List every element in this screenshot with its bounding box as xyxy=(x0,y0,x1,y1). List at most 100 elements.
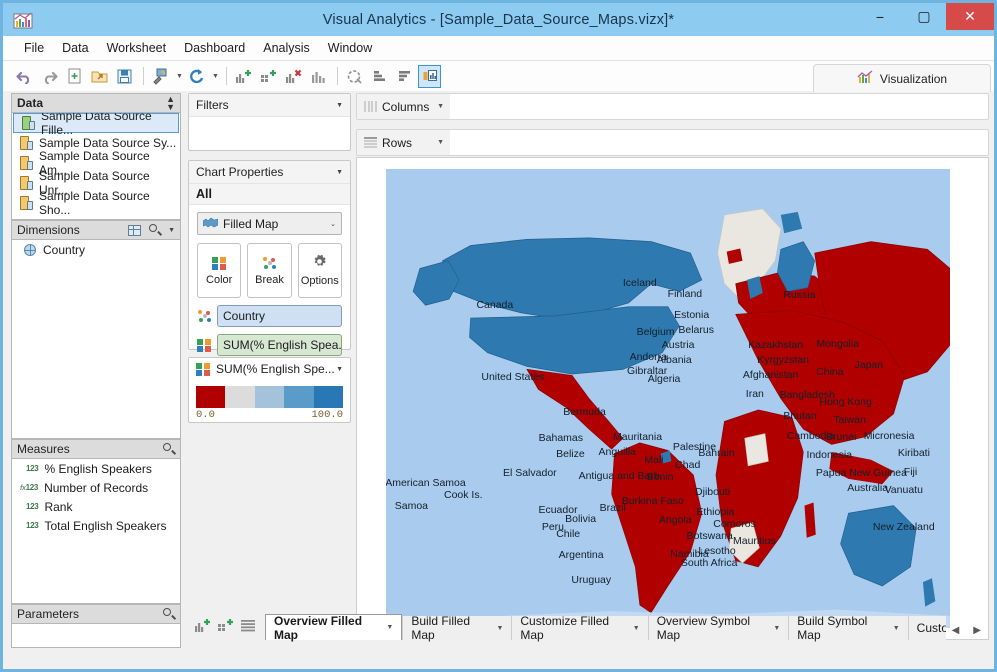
tab-next-arrow-icon[interactable]: ▶ xyxy=(973,625,981,636)
tab-label: Overview Symbol Map xyxy=(656,614,751,642)
search-icon[interactable] xyxy=(149,224,163,236)
open-folder-icon[interactable] xyxy=(88,65,111,88)
tab-scroll-controls: ◀ ▶ xyxy=(946,625,989,640)
grid-view-icon[interactable] xyxy=(128,224,142,236)
histogram-icon[interactable] xyxy=(307,65,330,88)
show-visualization-icon[interactable] xyxy=(418,64,441,88)
data-source-item-3[interactable]: Sample Data Source Unr... xyxy=(12,169,180,197)
chevron-down-icon[interactable]: ▼ xyxy=(336,101,343,109)
chevron-down-icon[interactable]: ▼ xyxy=(773,624,781,632)
data-source-item-0[interactable]: Sample Data Source Fille... xyxy=(13,113,179,137)
chevron-down-icon[interactable]: ▼ xyxy=(336,168,343,176)
data-source-label: Sample Data Source Am... xyxy=(39,149,150,177)
chart-type-select[interactable]: Filled Map ⌄ xyxy=(197,212,342,235)
chevron-down-icon: ⌄ xyxy=(330,220,336,228)
menu-window[interactable]: Window xyxy=(327,41,373,55)
new-file-icon[interactable] xyxy=(63,65,86,88)
menu-worksheet[interactable]: Worksheet xyxy=(106,41,167,55)
refresh-icon[interactable] xyxy=(185,65,208,88)
new-dashboard-tab-icon[interactable] xyxy=(217,618,234,636)
map-geometry xyxy=(386,208,950,628)
redo-icon[interactable] xyxy=(38,65,61,88)
menu-analysis[interactable]: Analysis xyxy=(263,41,310,55)
connect-data-icon[interactable] xyxy=(149,65,172,88)
tab-overview-symbol-map[interactable]: Overview Symbol Map ▼ xyxy=(647,614,789,642)
add-chart-icon[interactable] xyxy=(232,65,255,88)
options-button[interactable]: Options xyxy=(297,243,342,298)
reset-icon[interactable] xyxy=(343,65,366,88)
maximize-button[interactable]: ▢ xyxy=(917,8,931,24)
measure-label: Number of Records xyxy=(44,480,149,495)
measure-item-0[interactable]: 123 % English Speakers xyxy=(12,459,180,478)
filters-panel: Filters ▼ xyxy=(188,93,351,151)
refresh-caret-icon[interactable]: ▼ xyxy=(212,72,219,80)
chevron-down-icon[interactable]: ▼ xyxy=(386,624,394,631)
menu-file[interactable]: File xyxy=(24,41,45,55)
measure-item-3[interactable]: 123 Total English Speakers xyxy=(12,516,180,535)
data-source-item-4[interactable]: Sample Data Source Sho... xyxy=(12,189,180,217)
chevron-down-icon[interactable]: ▼ xyxy=(437,103,444,110)
measure-item-1[interactable]: fx123 Number of Records xyxy=(12,478,180,497)
shelf-pill-measure[interactable]: SUM(% English Spea... xyxy=(217,334,342,356)
rows-shelf-tag[interactable]: Rows ▼ xyxy=(357,130,450,155)
close-button[interactable]: ✕ xyxy=(946,3,994,30)
chart-area: Columns ▼ Rows ▼ xyxy=(195,93,989,642)
data-source-label: Sample Data Source Unr... xyxy=(39,169,150,197)
parameters-header: Parameters xyxy=(11,604,181,624)
minimize-button[interactable]: − xyxy=(875,8,885,25)
data-panel-spinner-icon[interactable]: ▲ ▼ xyxy=(166,94,175,112)
sort-ascending-icon[interactable] xyxy=(368,65,391,88)
data-source-item-2[interactable]: Sample Data Source Am... xyxy=(12,149,180,177)
chevron-down-icon[interactable]: ▼ xyxy=(336,365,343,373)
search-icon[interactable] xyxy=(163,608,177,620)
measure-item-2[interactable]: 123 Rank xyxy=(12,497,180,516)
tab-visualization[interactable]: Visualization xyxy=(813,64,991,92)
save-icon[interactable] xyxy=(113,65,136,88)
toolbar: ▼ ▼ xyxy=(3,61,994,92)
filled-map[interactable]: American Samoa Samoa Cook Is. Canada United … xyxy=(386,169,950,628)
list-tabs-icon[interactable] xyxy=(240,619,256,635)
tab-label: Customize Filled Map xyxy=(520,614,610,642)
tab-customize-filled-map[interactable]: Customize Filled Map ▼ xyxy=(511,614,648,642)
tab-customize-symbol-map[interactable]: Custo xyxy=(907,616,946,640)
chart-type-value: Filled Map xyxy=(223,216,279,231)
columns-shelf[interactable]: Columns ▼ xyxy=(356,93,989,120)
chevron-down-icon[interactable]: ▼ xyxy=(892,624,900,632)
dimension-item-country[interactable]: Country xyxy=(12,240,180,260)
chevron-down-icon[interactable]: ▼ xyxy=(437,139,444,146)
options-button-label: Options xyxy=(300,275,339,287)
search-icon[interactable] xyxy=(163,443,177,455)
tab-build-filled-map[interactable]: Build Filled Map ▼ xyxy=(402,614,512,642)
tab-overview-filled-map[interactable]: Overview Filled Map ▼ xyxy=(265,614,403,642)
tab-build-symbol-map[interactable]: Build Symbol Map ▼ xyxy=(788,614,908,642)
measures-header: Measures xyxy=(11,439,181,459)
undo-icon[interactable] xyxy=(13,65,36,88)
columns-label: Columns xyxy=(382,99,430,114)
connect-data-caret-icon[interactable]: ▼ xyxy=(176,72,183,80)
data-source-item-1[interactable]: Sample Data Source Sy... xyxy=(12,133,180,153)
legend-gradient[interactable] xyxy=(196,386,344,408)
columns-shelf-tag[interactable]: Columns ▼ xyxy=(357,94,450,119)
new-chart-tab-icon[interactable] xyxy=(194,618,211,636)
remove-chart-icon[interactable] xyxy=(282,65,305,88)
chevron-down-icon[interactable]: ▼ xyxy=(496,624,504,632)
legend-min-label: 0.0 xyxy=(196,409,215,421)
color-button[interactable]: Color xyxy=(197,243,242,298)
database-icon xyxy=(20,136,33,150)
menu-data[interactable]: Data xyxy=(62,41,89,55)
shelf-pill-country[interactable]: Country xyxy=(217,305,342,327)
measure-label: % English Speakers xyxy=(44,461,152,476)
break-button[interactable]: Break xyxy=(247,243,292,298)
menu-dashboard[interactable]: Dashboard xyxy=(184,41,246,55)
data-source-label: Sample Data Source Sy... xyxy=(39,136,177,150)
add-dashboard-icon[interactable] xyxy=(257,65,280,88)
sort-descending-icon[interactable] xyxy=(393,65,416,88)
break-dots-icon xyxy=(262,256,277,271)
chevron-down-icon[interactable]: ▼ xyxy=(168,226,175,234)
legend-scale: 0.0 100.0 xyxy=(196,409,343,421)
visualization-canvas: American Samoa Samoa Cook Is. Canada United … xyxy=(356,157,989,640)
rows-shelf[interactable]: Rows ▼ xyxy=(356,129,989,156)
tab-prev-arrow-icon[interactable]: ◀ xyxy=(951,625,960,636)
data-panel-header: Data ▲ ▼ xyxy=(11,93,181,113)
chevron-down-icon[interactable]: ▼ xyxy=(632,624,640,632)
